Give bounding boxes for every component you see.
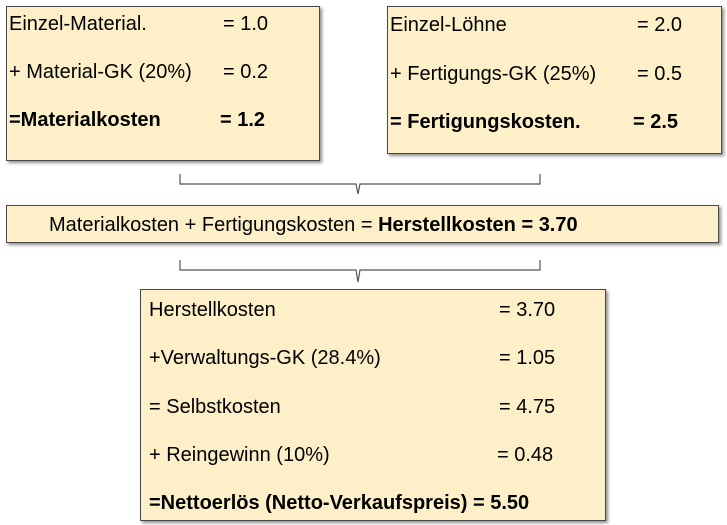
result-row-label: Herstellkosten xyxy=(149,299,276,321)
manufacturing-formula-plain: Materialkosten + Fertigungskosten = xyxy=(49,214,379,236)
production-total-value: = 2.5 xyxy=(633,111,679,133)
net-revenue-total: =Nettoerlös (Netto-Verkaufspreis) = 5.50 xyxy=(149,492,530,514)
manufacturing-formula: Materialkosten + Fertigungskosten = Hers… xyxy=(49,213,578,237)
material-total-value: = 1.2 xyxy=(220,109,266,131)
result-row-value: = 0.48 xyxy=(497,444,554,466)
material-total-label: =Materialkosten xyxy=(9,109,161,131)
material-line1-label: Einzel-Material. xyxy=(9,13,147,35)
production-total-label: = Fertigungskosten. xyxy=(390,111,581,133)
result-row-value: = 3.70 xyxy=(499,299,556,321)
production-cost-box: Einzel-Löhne = 2.0 + Fertigungs-GK (25%)… xyxy=(387,6,722,154)
material-line2-value: = 0.2 xyxy=(223,61,269,83)
production-line2-value: = 0.5 xyxy=(637,63,683,85)
brace-top xyxy=(179,174,541,195)
result-row-value: = 4.75 xyxy=(499,396,556,418)
production-line1-label: Einzel-Löhne xyxy=(390,14,507,36)
material-cost-box: Einzel-Material. = 1.0 + Material-GK (20… xyxy=(6,6,320,161)
result-row-label: +Verwaltungs-GK (28.4%) xyxy=(149,347,381,369)
result-row-label: = Selbstkosten xyxy=(149,396,281,418)
material-line1-value: = 1.0 xyxy=(223,13,269,35)
manufacturing-formula-result: Herstellkosten = 3.70 xyxy=(378,214,578,236)
result-row-value: = 1.05 xyxy=(499,347,556,369)
result-row-label: + Reingewinn (10%) xyxy=(149,444,330,466)
manufacturing-cost-box: Materialkosten + Fertigungskosten = Hers… xyxy=(6,205,719,243)
material-line2-label: + Material-GK (20%) xyxy=(9,61,192,83)
brace-bottom xyxy=(179,260,541,283)
selling-price-box: Herstellkosten = 3.70 +Verwaltungs-GK (2… xyxy=(140,289,606,521)
production-line2-label: + Fertigungs-GK (25%) xyxy=(390,63,597,85)
production-line1-value: = 2.0 xyxy=(637,14,683,36)
